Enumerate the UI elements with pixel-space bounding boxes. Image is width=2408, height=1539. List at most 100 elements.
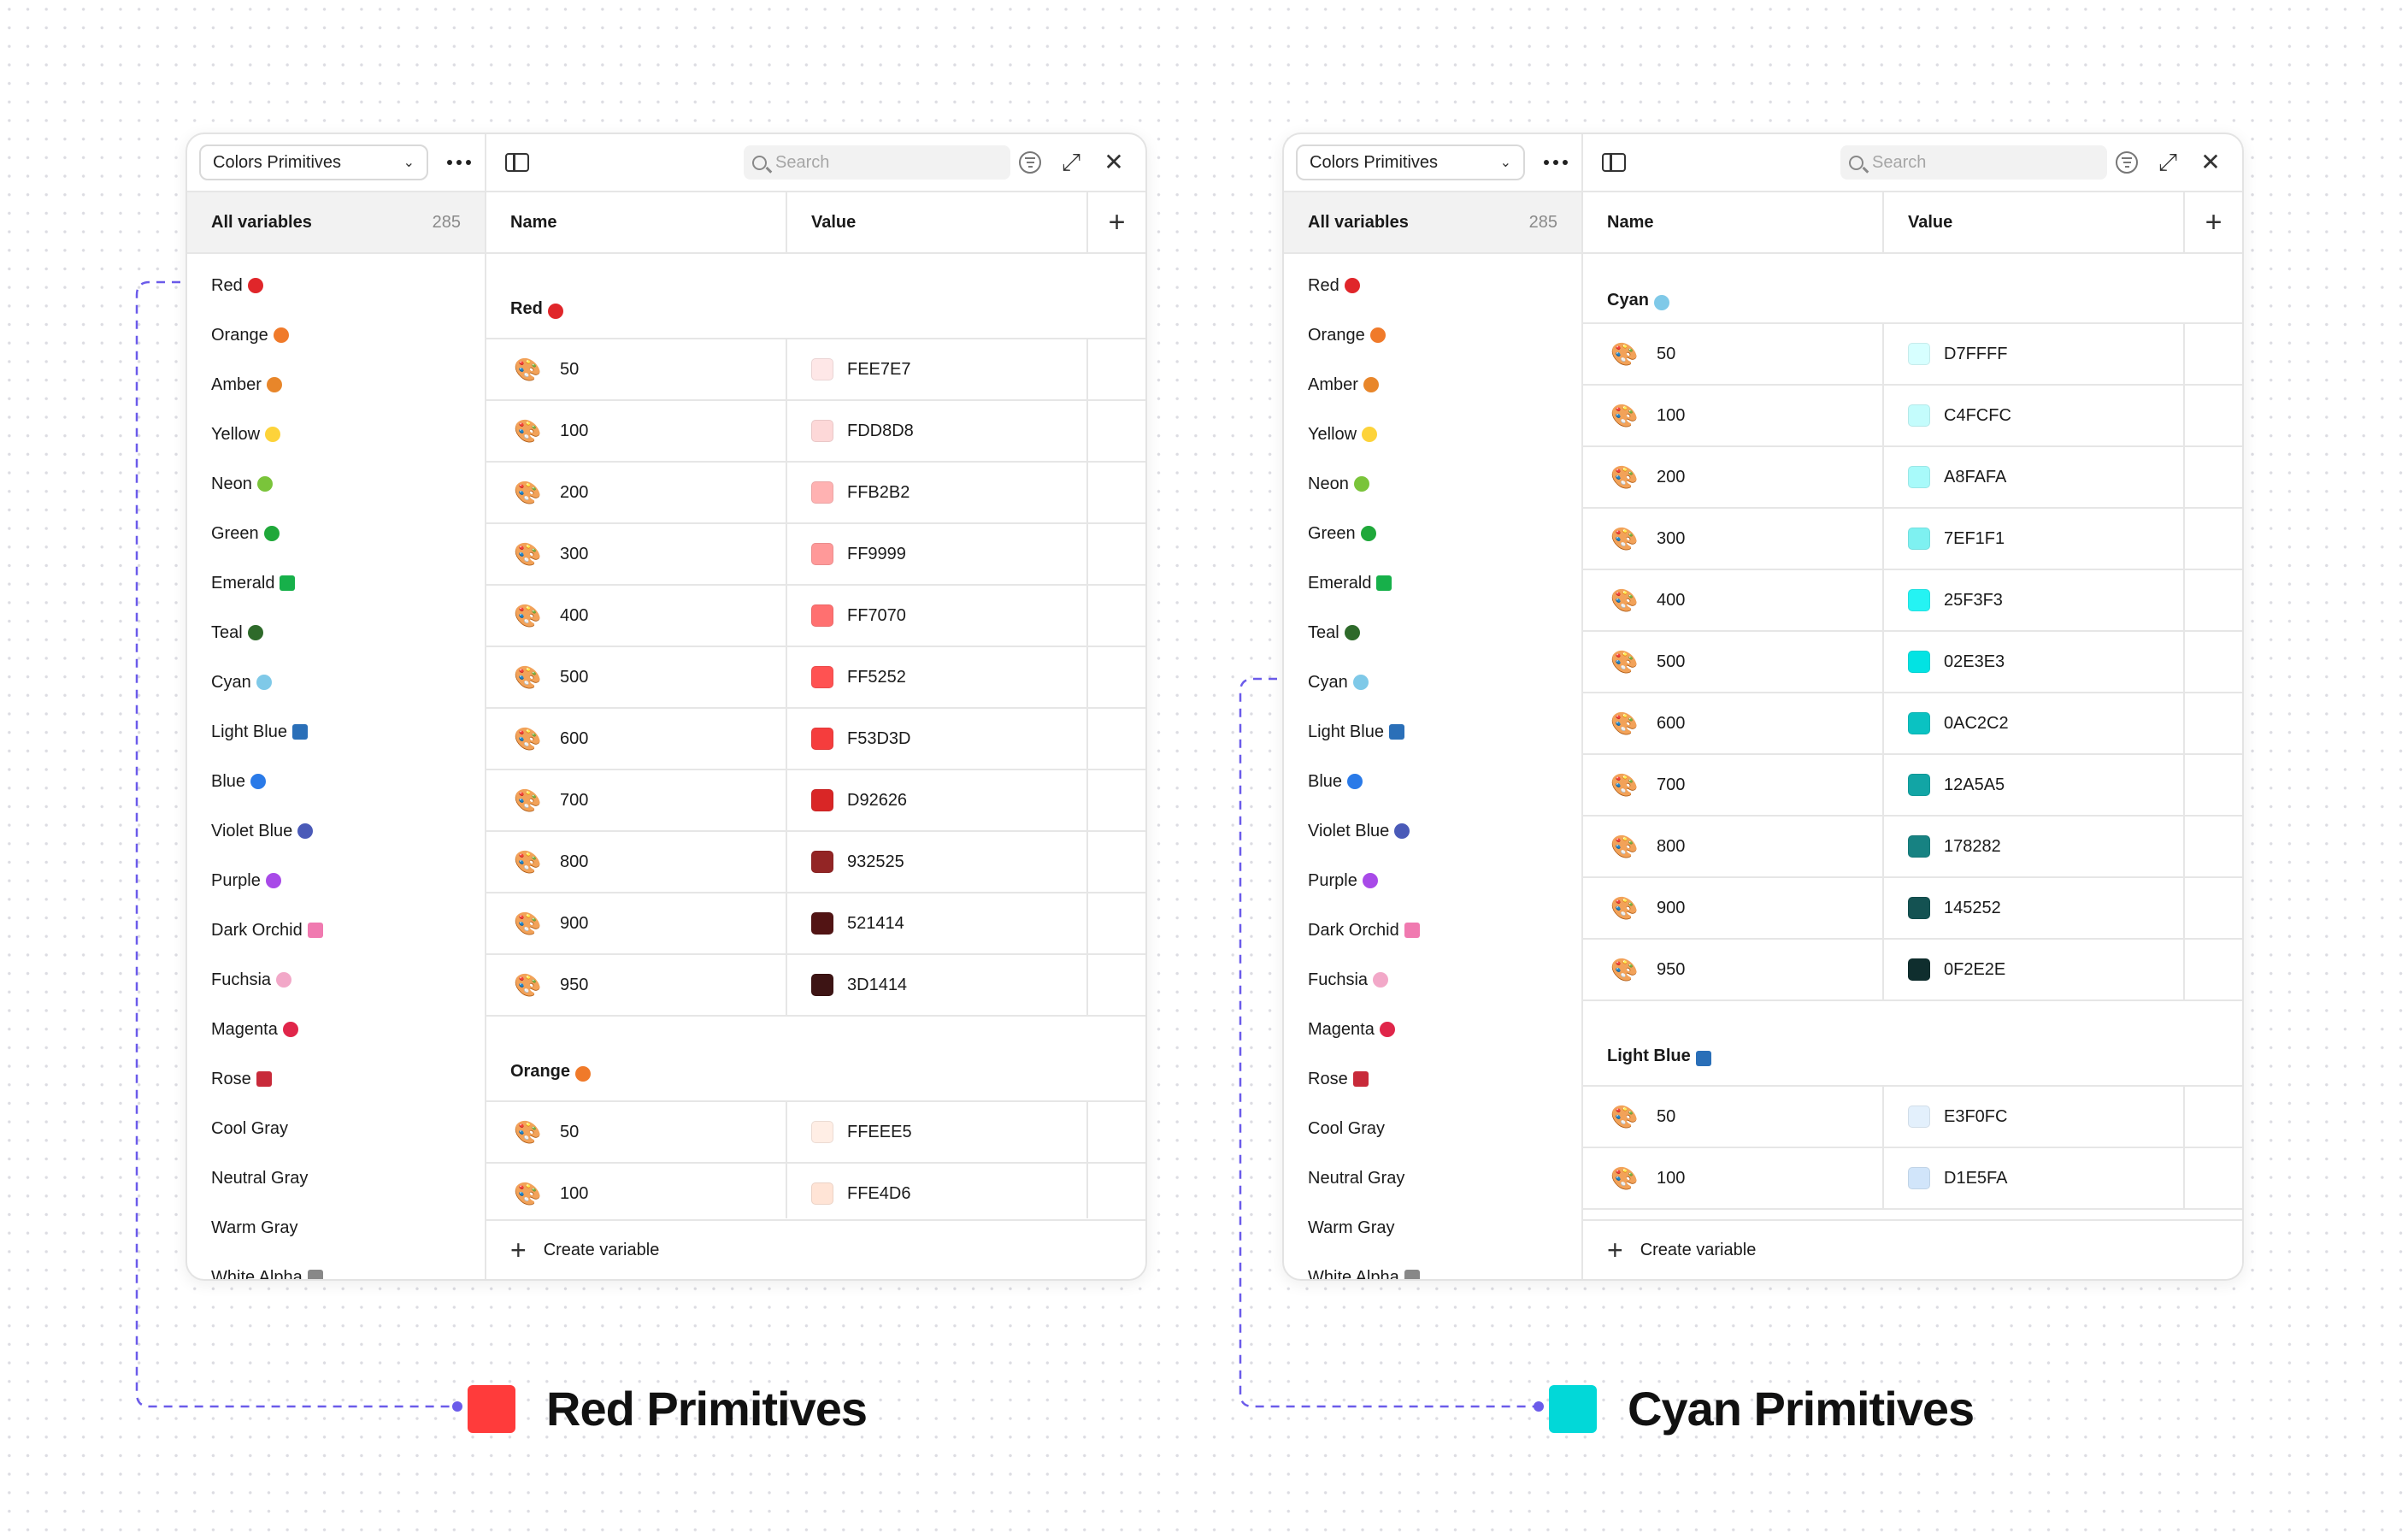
table-row[interactable]: 🎨 600 F53D3D: [486, 709, 1145, 770]
collection-item[interactable]: Light Blue: [187, 707, 485, 757]
color-chip[interactable]: [811, 358, 833, 380]
value-cell[interactable]: FF5252: [787, 647, 1088, 707]
table-row[interactable]: 🎨 700 12A5A5: [1583, 755, 2242, 817]
close-icon[interactable]: ✕: [2200, 149, 2221, 175]
table-row[interactable]: 🎨 300 FF9999: [486, 524, 1145, 586]
value-cell[interactable]: 145252: [1884, 878, 2185, 938]
table-row[interactable]: 🎨 600 0AC2C2: [1583, 693, 2242, 755]
value-cell[interactable]: A8FAFA: [1884, 447, 2185, 507]
value-cell[interactable]: 25F3F3: [1884, 570, 2185, 630]
filter-icon[interactable]: [2116, 151, 2138, 174]
value-cell[interactable]: C4FCFC: [1884, 386, 2185, 445]
value-cell[interactable]: E3F0FC: [1884, 1087, 2185, 1147]
table-row[interactable]: 🎨 100 FFE4D6: [486, 1164, 1145, 1218]
color-chip[interactable]: [1908, 958, 1930, 981]
search-input[interactable]: [775, 152, 946, 173]
collection-item[interactable]: Fuchsia: [1284, 955, 1581, 1005]
color-chip[interactable]: [811, 1121, 833, 1143]
color-chip[interactable]: [811, 912, 833, 935]
name-cell[interactable]: 🎨 100: [1583, 386, 1884, 445]
color-chip[interactable]: [811, 974, 833, 996]
collection-item[interactable]: Warm Gray: [1284, 1203, 1581, 1253]
name-cell[interactable]: 🎨 100: [486, 1164, 787, 1218]
color-chip[interactable]: [1908, 404, 1930, 427]
collection-item[interactable]: Cyan: [187, 657, 485, 707]
name-cell[interactable]: 🎨 400: [1583, 570, 1884, 630]
create-variable-button[interactable]: + Create variable: [1583, 1219, 2242, 1279]
expand-icon[interactable]: ⤢: [2158, 149, 2178, 175]
name-cell[interactable]: 🎨 700: [486, 770, 787, 830]
name-cell[interactable]: 🎨 300: [1583, 509, 1884, 569]
table-row[interactable]: 🎨 200 FFB2B2: [486, 463, 1145, 524]
filter-icon[interactable]: [1019, 151, 1041, 174]
name-cell[interactable]: 🎨 600: [486, 709, 787, 769]
table-row[interactable]: 🎨 800 932525: [486, 832, 1145, 893]
value-cell[interactable]: F53D3D: [787, 709, 1088, 769]
color-chip[interactable]: [1908, 712, 1930, 734]
collection-item[interactable]: Amber: [187, 360, 485, 410]
collection-item[interactable]: Blue: [1284, 757, 1581, 806]
table-row[interactable]: 🎨 800 178282: [1583, 817, 2242, 878]
value-cell[interactable]: D92626: [787, 770, 1088, 830]
name-cell[interactable]: 🎨 300: [486, 524, 787, 584]
collection-item[interactable]: Cool Gray: [187, 1104, 485, 1153]
table-row[interactable]: 🎨 500 02E3E3: [1583, 632, 2242, 693]
name-cell[interactable]: 🎨 900: [1583, 878, 1884, 938]
collection-dropdown[interactable]: Colors Primitives ⌄: [1296, 144, 1525, 180]
all-variables-row[interactable]: All variables 285: [187, 192, 485, 254]
table-row[interactable]: 🎨 50 FEE7E7: [486, 339, 1145, 401]
name-cell[interactable]: 🎨 950: [486, 955, 787, 1015]
more-options-icon[interactable]: [1544, 160, 1568, 165]
color-chip[interactable]: [1908, 1106, 1930, 1128]
color-chip[interactable]: [811, 728, 833, 750]
search-box[interactable]: [1840, 145, 2107, 180]
color-chip[interactable]: [811, 420, 833, 442]
table-row[interactable]: 🎨 700 D92626: [486, 770, 1145, 832]
collection-item[interactable]: Teal: [1284, 608, 1581, 657]
collection-item[interactable]: Yellow: [1284, 410, 1581, 459]
value-cell[interactable]: FF7070: [787, 586, 1088, 646]
collection-item[interactable]: Blue: [187, 757, 485, 806]
value-cell[interactable]: FF9999: [787, 524, 1088, 584]
collection-item[interactable]: Green: [1284, 509, 1581, 558]
value-cell[interactable]: FFB2B2: [787, 463, 1088, 522]
collection-item[interactable]: White Alpha: [1284, 1253, 1581, 1279]
collection-item[interactable]: Fuchsia: [187, 955, 485, 1005]
name-cell[interactable]: 🎨 900: [486, 893, 787, 953]
value-cell[interactable]: 3D1414: [787, 955, 1088, 1015]
collection-item[interactable]: Teal: [187, 608, 485, 657]
name-cell[interactable]: 🎨 800: [486, 832, 787, 892]
collection-item[interactable]: Cyan: [1284, 657, 1581, 707]
collection-item[interactable]: Rose: [1284, 1054, 1581, 1104]
collection-item[interactable]: Orange: [187, 310, 485, 360]
collection-item[interactable]: Violet Blue: [1284, 806, 1581, 856]
value-cell[interactable]: 12A5A5: [1884, 755, 2185, 815]
color-chip[interactable]: [811, 789, 833, 811]
collection-item[interactable]: Green: [187, 509, 485, 558]
name-cell[interactable]: 🎨 100: [1583, 1148, 1884, 1208]
collection-item[interactable]: Neutral Gray: [1284, 1153, 1581, 1203]
collection-item[interactable]: Neon: [1284, 459, 1581, 509]
collection-item[interactable]: Light Blue: [1284, 707, 1581, 757]
collection-item[interactable]: White Alpha: [187, 1253, 485, 1279]
table-row[interactable]: 🎨 950 3D1414: [486, 955, 1145, 1017]
value-cell[interactable]: 0F2E2E: [1884, 940, 2185, 999]
sidebar-toggle-icon[interactable]: [1602, 153, 1626, 172]
value-cell[interactable]: 7EF1F1: [1884, 509, 2185, 569]
name-cell[interactable]: 🎨 200: [486, 463, 787, 522]
value-cell[interactable]: FFE4D6: [787, 1164, 1088, 1218]
name-cell[interactable]: 🎨 800: [1583, 817, 1884, 876]
search-box[interactable]: [744, 145, 1010, 180]
table-row[interactable]: 🎨 50 FFEEE5: [486, 1102, 1145, 1164]
table-row[interactable]: 🎨 400 FF7070: [486, 586, 1145, 647]
collection-item[interactable]: Warm Gray: [187, 1203, 485, 1253]
value-cell[interactable]: 178282: [1884, 817, 2185, 876]
collection-item[interactable]: Violet Blue: [187, 806, 485, 856]
name-cell[interactable]: 🎨 100: [486, 401, 787, 461]
name-cell[interactable]: 🎨 200: [1583, 447, 1884, 507]
color-chip[interactable]: [1908, 589, 1930, 611]
name-cell[interactable]: 🎨 400: [486, 586, 787, 646]
table-row[interactable]: 🎨 50 D7FFFF: [1583, 324, 2242, 386]
more-options-icon[interactable]: [447, 160, 471, 165]
sidebar-toggle-icon[interactable]: [505, 153, 529, 172]
